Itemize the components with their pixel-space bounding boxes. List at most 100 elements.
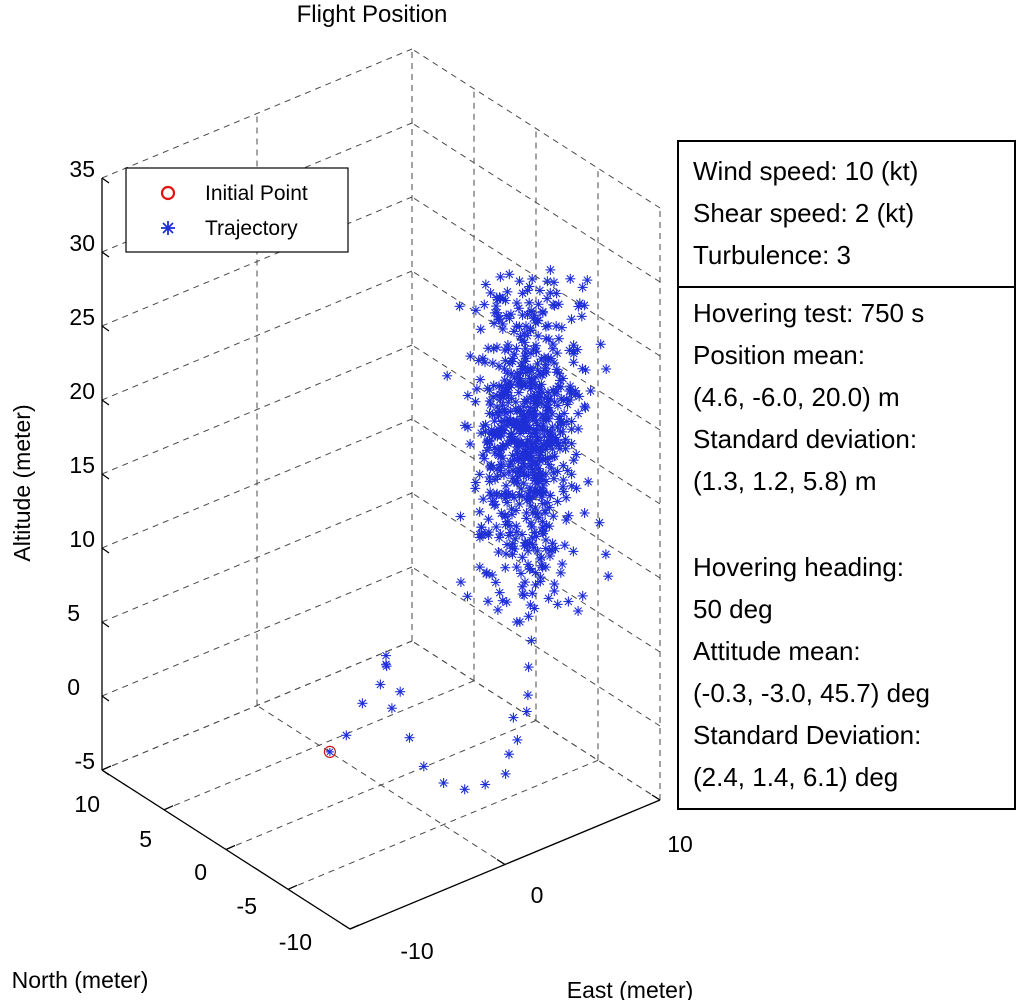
trajectory-point	[554, 414, 565, 425]
trajectory-point	[540, 505, 550, 516]
legend-trajectory-label: Trajectory	[205, 217, 298, 240]
trajectory-point	[568, 357, 579, 368]
trajectory-point	[600, 549, 611, 560]
trajectory-point	[527, 588, 538, 599]
trajectory-point	[555, 426, 566, 437]
grid-line	[163, 680, 475, 811]
x-tick-label: 10	[667, 831, 693, 857]
grid-line	[101, 48, 413, 179]
z-tick-label: -5	[75, 748, 95, 774]
y-tick-label: 0	[194, 859, 207, 885]
trajectory-point	[534, 487, 545, 498]
trajectory-point	[481, 567, 492, 578]
legend-initial-marker	[160, 185, 176, 201]
position-std-label: Standard deviation:	[693, 424, 917, 454]
trajectory-point	[570, 385, 581, 396]
trajectory-point	[553, 438, 564, 449]
trajectory-point	[395, 686, 406, 697]
trajectory-point	[525, 431, 536, 442]
trajectory-point	[547, 339, 558, 350]
east-tick-labels: -10 0 10	[400, 831, 692, 964]
trajectory-point	[603, 571, 614, 582]
trajectory-point	[474, 562, 485, 573]
legend-initial-label: Initial Point	[205, 182, 308, 205]
trajectory-point	[381, 659, 391, 670]
trajectory-point	[505, 428, 516, 439]
trajectory-point	[538, 528, 549, 539]
trajectory-point	[547, 444, 558, 454]
trajectory-point	[538, 415, 549, 426]
trajectory-point	[462, 591, 473, 602]
trajectory-point	[568, 455, 579, 466]
wind-speed-text: Wind speed: 10 (kt)	[693, 156, 918, 186]
grid-line	[225, 720, 537, 850]
trajectory-point	[490, 577, 501, 588]
trajectory-point	[497, 324, 508, 334]
trajectory-point	[517, 552, 528, 563]
trajectory-point	[571, 483, 582, 494]
trajectory-point	[527, 415, 538, 426]
trajectory-point	[475, 324, 486, 335]
trajectory-point	[479, 299, 490, 310]
trajectory-point	[519, 469, 529, 480]
axis-lines	[101, 177, 661, 930]
trajectory-point	[557, 559, 568, 569]
trajectory-point	[539, 352, 550, 363]
trajectory-point	[595, 339, 606, 350]
trajectory-point	[546, 462, 557, 473]
trajectory-point	[566, 438, 577, 449]
trajectory-point	[504, 749, 514, 760]
trajectory-point	[566, 416, 577, 427]
trajectory-point	[462, 422, 473, 433]
trajectory-point	[579, 401, 590, 412]
trajectory-point	[557, 481, 568, 492]
trajectory-point	[511, 298, 522, 308]
trajectory-point	[579, 508, 590, 518]
altitude-tick-mark	[101, 399, 110, 406]
trajectory-point	[478, 494, 489, 505]
trajectory-point	[484, 436, 495, 447]
trajectory-point	[488, 391, 499, 402]
z-tick-label: 25	[69, 304, 95, 330]
z-tick-label: 30	[69, 230, 95, 256]
trajectory-point	[549, 277, 559, 288]
trajectory-point	[532, 545, 543, 556]
trajectory-point	[568, 546, 579, 557]
trajectory-point	[500, 511, 511, 522]
trajectory-point	[474, 529, 485, 540]
trajectory-point	[501, 407, 511, 418]
trajectory-point	[582, 275, 593, 286]
trajectory-point	[547, 408, 558, 419]
trajectory-point	[530, 579, 541, 590]
trajectory-point	[501, 597, 512, 608]
trajectory-point	[552, 386, 562, 397]
trajectory-point	[508, 712, 519, 723]
trajectory-point	[514, 616, 525, 627]
turbulence-text: Turbulence: 3	[693, 240, 851, 270]
z-tick-label: 20	[69, 378, 95, 404]
trajectory-point	[559, 540, 570, 551]
trajectory-point	[502, 539, 512, 550]
legend-trajectory-marker	[161, 221, 175, 235]
grid-line	[101, 344, 413, 475]
altitude-tick-labels: -5 0 5 10 15 20 25 30 35	[67, 156, 95, 774]
y-tick-label: -5	[237, 893, 257, 919]
trajectory-point	[491, 301, 502, 312]
trajectory-point	[558, 373, 568, 384]
trajectory-point	[543, 593, 554, 604]
trajectory-point	[542, 426, 553, 436]
trajectory-point	[494, 587, 505, 598]
trajectory-point	[494, 532, 505, 543]
trajectory-point	[565, 273, 576, 284]
initial-point-trajectory-marker	[325, 747, 334, 756]
trajectory-point	[519, 590, 530, 601]
trajectory-point	[517, 581, 528, 592]
trajectory-point	[519, 328, 530, 339]
trajectory-point	[549, 579, 560, 589]
attitude-std-value: (2.4, 1.4, 6.1) deg	[693, 762, 898, 792]
trajectory-point	[473, 355, 484, 366]
trajectory-point	[577, 282, 588, 293]
position-std-value: (1.3, 1.2, 5.8) m	[693, 466, 877, 496]
trajectory-point	[528, 405, 539, 416]
